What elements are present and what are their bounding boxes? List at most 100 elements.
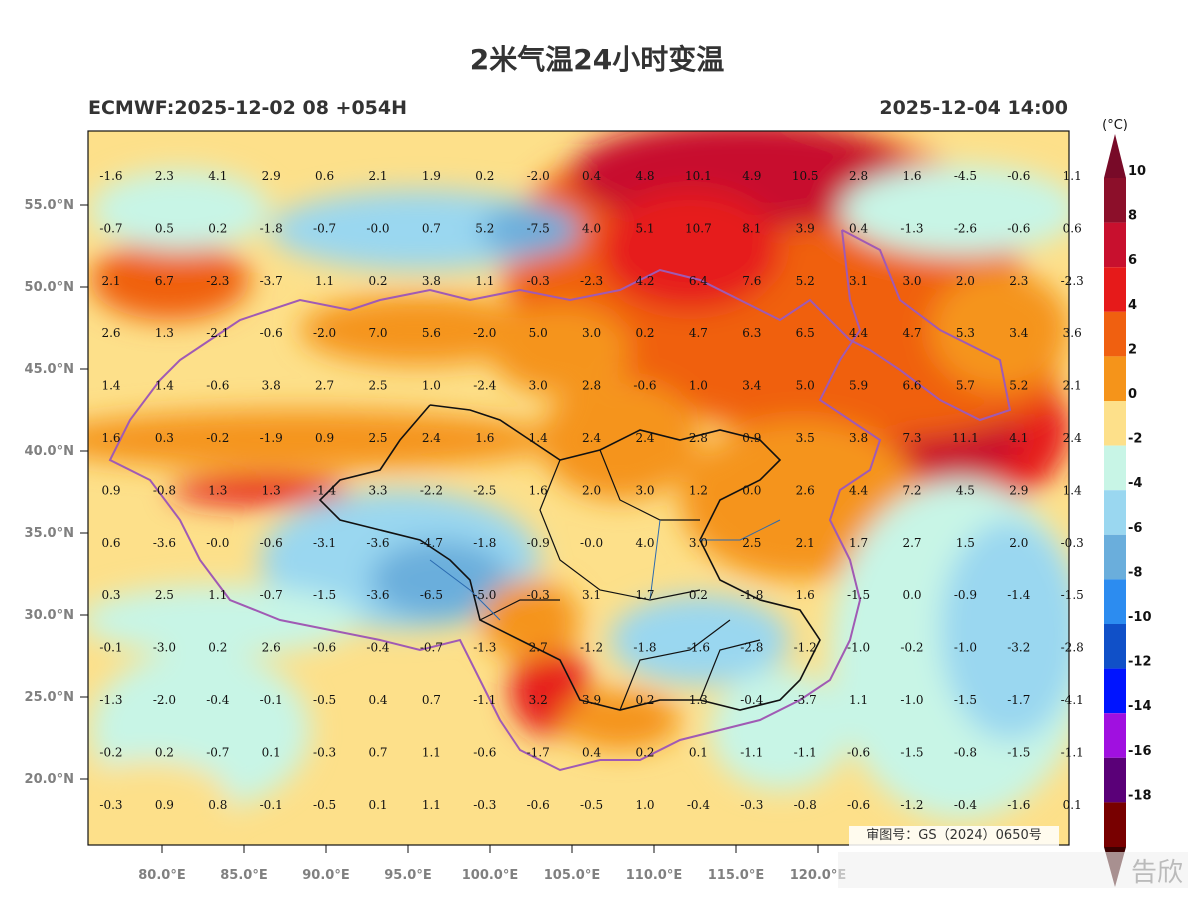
grid-value: -1.6 [99, 169, 122, 183]
lon-tick-label: 85.0°E [220, 868, 267, 883]
grid-value: 4.4 [849, 326, 868, 340]
grid-value: 10.7 [685, 221, 712, 235]
grid-value: -1.1 [794, 745, 817, 759]
grid-value: -2.6 [954, 221, 977, 235]
grid-value: -0.3 [313, 745, 336, 759]
grid-value: 2.9 [262, 169, 281, 183]
chart-title: 2米气温24小时变温 [469, 43, 725, 76]
grid-value: 6.3 [742, 326, 761, 340]
grid-value: 0.4 [582, 745, 601, 759]
grid-value: -0.1 [99, 641, 122, 655]
grid-value: 0.2 [475, 169, 494, 183]
colorbar-segment [1104, 668, 1126, 714]
grid-value: 1.3 [262, 483, 281, 497]
colorbar-label: -12 [1128, 655, 1152, 670]
grid-value: 2.0 [582, 483, 601, 497]
grid-value: 0.7 [422, 221, 441, 235]
grid-value: -0.8 [153, 483, 176, 497]
grid-value: 1.3 [155, 326, 174, 340]
grid-value: 0.2 [635, 693, 654, 707]
grid-value: 5.7 [956, 379, 975, 393]
map-frame [87, 130, 1070, 846]
grid-value: 2.3 [155, 169, 174, 183]
grid-value: 5.0 [529, 326, 548, 340]
grid-value: 2.1 [796, 536, 815, 550]
grid-value: -4.1 [1061, 693, 1084, 707]
grid-value: -3.6 [366, 536, 389, 550]
grid-value: 3.0 [689, 536, 708, 550]
grid-value: -1.4 [1007, 588, 1031, 602]
grid-value: 2.5 [742, 536, 761, 550]
lon-tick-label: 110.0°E [626, 868, 683, 883]
grid-value: 6.4 [689, 274, 708, 288]
grid-value: 0.9 [315, 431, 334, 445]
grid-value: -0.7 [313, 221, 336, 235]
grid-value: -1.8 [473, 536, 496, 550]
lat-tick-label: 25.0°N [25, 690, 74, 705]
grid-value: 0.2 [155, 745, 174, 759]
grid-value: -1.5 [847, 588, 870, 602]
grid-value: 3.1 [849, 274, 868, 288]
colorbar-segment [1104, 401, 1126, 446]
grid-value: -0.6 [847, 798, 870, 812]
colorbar-label: 8 [1128, 209, 1137, 224]
grid-value: 3.0 [529, 379, 548, 393]
grid-value: -0.3 [527, 588, 550, 602]
grid-value: 0.2 [368, 274, 387, 288]
valid-time-label: 2025-12-04 14:00 [879, 97, 1068, 119]
grid-value: 4.1 [1009, 431, 1028, 445]
grid-value: -0.7 [99, 221, 122, 235]
colorbar-label: -6 [1128, 521, 1142, 536]
grid-value: -0.4 [366, 641, 390, 655]
grid-value: 0.7 [422, 693, 441, 707]
grid-value: 5.1 [635, 221, 654, 235]
grid-value: 0.2 [689, 588, 708, 602]
lat-tick-label: 35.0°N [25, 526, 74, 541]
grid-value: 2.3 [1009, 274, 1028, 288]
grid-value: -0.0 [206, 536, 229, 550]
grid-value: -0.6 [1007, 169, 1030, 183]
colorbar-max-arrow [1104, 134, 1126, 178]
grid-value: 1.4 [1063, 483, 1082, 497]
grid-value: 1.6 [529, 483, 548, 497]
grid-value: 1.9 [422, 169, 441, 183]
colorbar-segment [1104, 445, 1126, 491]
grid-value: 5.2 [1009, 379, 1028, 393]
grid-value: -0.5 [313, 798, 336, 812]
grid-value: -0.6 [260, 536, 283, 550]
grid-value: -1.1 [473, 693, 496, 707]
grid-value: -1.0 [900, 693, 923, 707]
colorbar-label: -14 [1128, 699, 1152, 714]
grid-value: -2.0 [473, 326, 496, 340]
colorbar-segment [1104, 222, 1126, 268]
colorbar-label: 0 [1128, 387, 1137, 402]
grid-value-labels: -1.6 2.3 4.1 2.9 0.6 2.1 1.9 0.2 -2.0 0.4 4.8 10.1 4… [99, 169, 1083, 812]
grid-value: -1.2 [794, 641, 817, 655]
grid-value: 1.0 [422, 379, 441, 393]
grid-value: 1.1 [422, 745, 441, 759]
grid-value: 1.1 [849, 693, 868, 707]
grid-value: 0.3 [155, 431, 174, 445]
grid-value: 2.4 [582, 431, 601, 445]
grid-value: 7.6 [742, 274, 761, 288]
grid-value: -1.8 [260, 221, 283, 235]
grid-value: -0.8 [954, 745, 977, 759]
lon-tick-label: 115.0°E [708, 868, 765, 883]
grid-value: 3.4 [1009, 326, 1028, 340]
grid-value: 4.7 [689, 326, 708, 340]
grid-value: 1.4 [155, 379, 174, 393]
grid-value: -0.6 [527, 798, 550, 812]
grid-value: 2.9 [1009, 483, 1028, 497]
grid-value: 5.2 [475, 221, 494, 235]
grid-value: -0.1 [260, 798, 283, 812]
lat-tick-label: 45.0°N [25, 362, 74, 377]
grid-value: -0.4 [954, 798, 978, 812]
grid-value: 1.2 [689, 483, 708, 497]
grid-value: 8.1 [742, 221, 761, 235]
grid-value: 1.0 [635, 798, 654, 812]
grid-value: 5.2 [796, 274, 815, 288]
grid-value: -0.8 [794, 798, 817, 812]
grid-value: -0.7 [260, 588, 283, 602]
grid-value: -1.2 [900, 798, 923, 812]
colorbar-segment [1104, 624, 1126, 669]
